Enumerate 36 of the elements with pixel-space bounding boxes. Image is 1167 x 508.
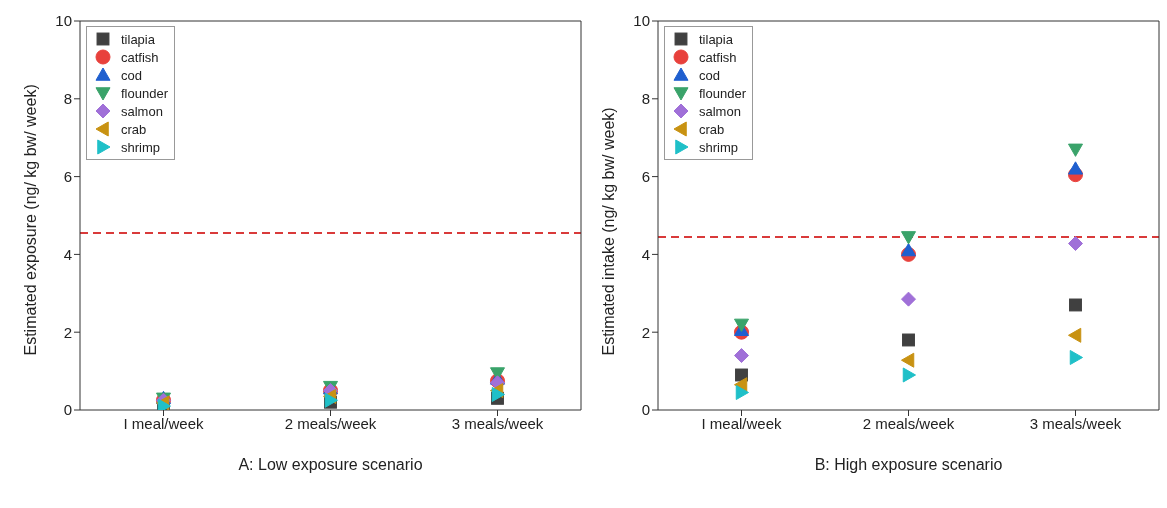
- y-tick-label: 4: [641, 245, 650, 263]
- legend-label: catfish: [121, 49, 159, 65]
- x-tick-label: I meal/week: [123, 414, 205, 432]
- y-axis-title: Estimated intake (ng/ kg bw/ week): [599, 107, 617, 356]
- x-tick-label: 3 meals/week: [1029, 414, 1122, 432]
- legend-label: shrimp: [699, 139, 739, 155]
- legend-label: cod: [699, 67, 720, 83]
- y-tick-label: 10: [633, 12, 650, 30]
- y-tick-label: 2: [63, 323, 72, 341]
- y-tick-label: 6: [641, 167, 650, 185]
- legend-label: tilapia: [121, 31, 155, 47]
- y-tick-label: 2: [641, 323, 650, 341]
- x-axis-title: B: High exposure scenario: [814, 456, 1003, 473]
- y-tick-label: 0: [63, 401, 72, 419]
- x-tick-label: 2 meals/week: [862, 414, 955, 432]
- x-axis-title: A: Low exposure scenario: [238, 456, 423, 473]
- y-tick-label: 0: [641, 401, 650, 419]
- legend-label: salmon: [699, 103, 741, 119]
- legend-label: cod: [121, 67, 142, 83]
- y-tick-label: 8: [63, 90, 72, 108]
- legend-label: flounder: [699, 85, 746, 101]
- legend-label: flounder: [121, 85, 168, 101]
- legend-label: shrimp: [121, 139, 161, 155]
- y-tick-label: 4: [63, 245, 72, 263]
- legend-label: crab: [699, 121, 725, 137]
- x-tick-label: I meal/week: [701, 414, 783, 432]
- x-tick-label: 3 meals/week: [451, 414, 544, 432]
- y-tick-label: 8: [641, 90, 650, 108]
- y-tick-label: 10: [55, 12, 72, 30]
- legend-label: catfish: [699, 49, 737, 65]
- y-tick-label: 6: [63, 167, 72, 185]
- y-axis-title: Estimated exposure (ng/ kg bw/ week): [21, 84, 39, 356]
- legend-label: salmon: [121, 103, 163, 119]
- x-tick-label: 2 meals/week: [284, 414, 377, 432]
- legend-label: crab: [121, 121, 147, 137]
- legend-label: tilapia: [699, 31, 733, 47]
